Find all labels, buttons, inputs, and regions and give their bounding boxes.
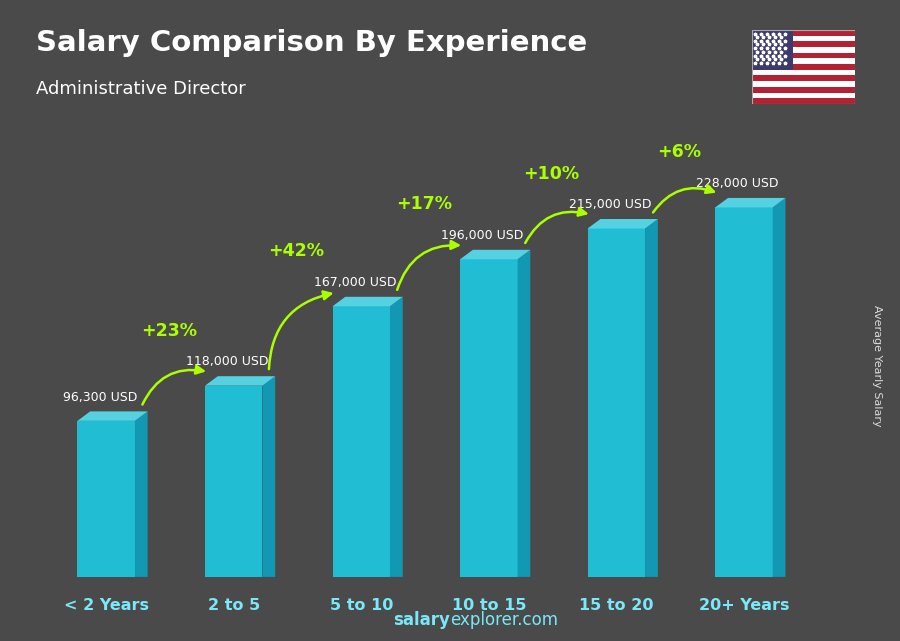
Polygon shape xyxy=(333,297,402,306)
Bar xyxy=(752,42,855,47)
Bar xyxy=(752,58,855,64)
Polygon shape xyxy=(333,306,390,577)
Text: Salary Comparison By Experience: Salary Comparison By Experience xyxy=(36,29,587,57)
Text: 215,000 USD: 215,000 USD xyxy=(569,198,652,212)
Polygon shape xyxy=(716,198,786,208)
Text: Average Yearly Salary: Average Yearly Salary xyxy=(872,304,883,426)
Bar xyxy=(752,53,855,58)
Text: Administrative Director: Administrative Director xyxy=(36,80,246,98)
Polygon shape xyxy=(205,386,263,577)
Bar xyxy=(752,36,855,42)
Polygon shape xyxy=(518,250,530,577)
Text: 2 to 5: 2 to 5 xyxy=(208,599,260,613)
Polygon shape xyxy=(77,412,148,421)
Polygon shape xyxy=(263,376,275,577)
Text: 20+ Years: 20+ Years xyxy=(698,599,789,613)
Bar xyxy=(752,70,855,76)
Text: +42%: +42% xyxy=(268,242,324,260)
Text: 167,000 USD: 167,000 USD xyxy=(313,276,396,289)
Text: salary: salary xyxy=(393,612,450,629)
Bar xyxy=(752,98,855,104)
Text: 118,000 USD: 118,000 USD xyxy=(186,356,268,369)
Text: 228,000 USD: 228,000 USD xyxy=(697,177,778,190)
Polygon shape xyxy=(773,198,786,577)
Text: +23%: +23% xyxy=(140,322,197,340)
Text: +10%: +10% xyxy=(523,165,580,183)
Bar xyxy=(752,30,855,36)
Bar xyxy=(752,92,855,98)
Text: 5 to 10: 5 to 10 xyxy=(329,599,393,613)
Bar xyxy=(752,76,855,81)
Text: 96,300 USD: 96,300 USD xyxy=(63,390,137,404)
Polygon shape xyxy=(205,376,275,386)
Polygon shape xyxy=(77,421,135,577)
Text: 196,000 USD: 196,000 USD xyxy=(441,229,524,242)
Polygon shape xyxy=(460,250,530,259)
Polygon shape xyxy=(645,219,658,577)
Bar xyxy=(752,64,855,70)
Polygon shape xyxy=(588,228,645,577)
Text: explorer.com: explorer.com xyxy=(450,612,558,629)
Text: < 2 Years: < 2 Years xyxy=(64,599,148,613)
Text: 15 to 20: 15 to 20 xyxy=(579,599,653,613)
Bar xyxy=(752,30,793,70)
Bar xyxy=(752,87,855,92)
Polygon shape xyxy=(390,297,402,577)
Polygon shape xyxy=(460,259,518,577)
Polygon shape xyxy=(588,219,658,228)
Text: 10 to 15: 10 to 15 xyxy=(452,599,526,613)
Text: +17%: +17% xyxy=(396,196,452,213)
Bar xyxy=(752,81,855,87)
Text: +6%: +6% xyxy=(657,144,701,162)
Polygon shape xyxy=(716,208,773,577)
Polygon shape xyxy=(135,412,148,577)
Bar xyxy=(752,47,855,53)
